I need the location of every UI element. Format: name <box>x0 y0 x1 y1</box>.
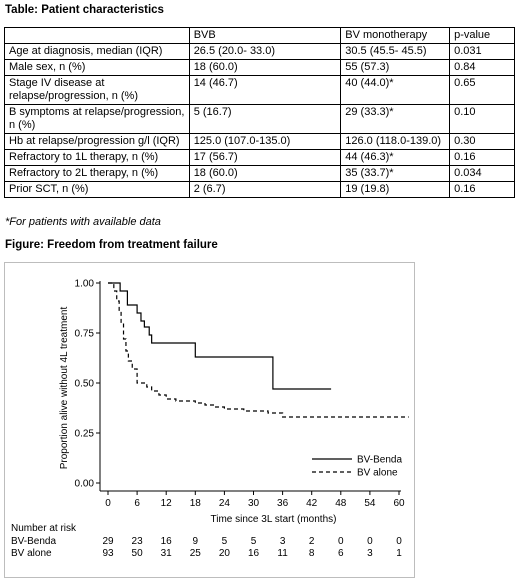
risk-value: 2 <box>309 536 315 547</box>
x-tick-label: 42 <box>306 498 318 509</box>
table-cell: 0.16 <box>449 149 515 166</box>
risk-value: 0 <box>396 536 402 547</box>
figure-title: Figure: Freedom from treatment failure <box>5 239 218 251</box>
table-cell: Age at diagnosis, median (IQR) <box>4 43 190 60</box>
table-row: B symptoms at relapse/progression, n (%)… <box>4 104 515 134</box>
x-tick-label: 6 <box>134 498 140 509</box>
risk-row-name: BV alone <box>11 548 52 559</box>
table-cell: 5 (16.7) <box>188 104 342 134</box>
table-cell: 19 (19.8) <box>340 181 451 198</box>
km-figure: 0 6 12 18 24 30 36 42 48 54 60 0.00 0.25 0.50 0.75 1.00… <box>4 262 415 578</box>
table-cell: 0.031 <box>449 43 515 60</box>
risk-table-label: Number at risk <box>11 523 77 534</box>
risk-value: 16 <box>248 548 260 559</box>
x-tick-label: 36 <box>277 498 289 509</box>
table-cell: Refractory to 1L therapy, n (%) <box>4 149 190 166</box>
table-cell: Hb at relapse/progression g/l (IQR) <box>4 133 190 150</box>
table-cell: B symptoms at relapse/progression, n (%) <box>4 104 190 134</box>
table-cell: 0.034 <box>449 165 515 182</box>
risk-value: 11 <box>277 548 288 559</box>
table-cell: 29 (33.3)* <box>340 104 451 134</box>
y-tick-label: 0.75 <box>75 329 95 340</box>
table-cell: 18 (60.0) <box>188 59 342 76</box>
table-cell: 55 (57.3) <box>340 59 451 76</box>
table-footnote: *For patients with available data <box>5 216 161 228</box>
table-cell: 17 (56.7) <box>188 149 342 166</box>
table-cell: 44 (46.3)* <box>340 149 451 166</box>
table-row: Hb at relapse/progression g/l (IQR) 125.0… <box>4 133 515 150</box>
risk-value: 16 <box>161 536 173 547</box>
y-axis-label: Proportion alive without 4L treatment <box>59 307 70 470</box>
table-row: Prior SCT, n (%) 2 (6.7) 19 (19.8) 0.16 <box>4 181 515 198</box>
x-axis-label: Time since 3L start (months) <box>211 514 337 525</box>
y-tick-label: 0.50 <box>75 379 95 390</box>
table-cell: Male sex, n (%) <box>4 59 190 76</box>
legend-label: BV alone <box>357 468 398 479</box>
risk-value: 6 <box>338 548 344 559</box>
risk-value: 5 <box>222 536 228 547</box>
table-row: Male sex, n (%) 18 (60.0) 55 (57.3) 0.84 <box>4 59 515 76</box>
risk-value: 31 <box>161 548 173 559</box>
bv-alone-curve <box>108 282 409 418</box>
risk-value: 8 <box>309 548 315 559</box>
risk-value: 3 <box>280 536 286 547</box>
risk-value: 50 <box>132 548 144 559</box>
x-tick-label: 0 <box>105 498 111 509</box>
risk-value: 9 <box>193 536 199 547</box>
patient-characteristics-table: BVB BV monotherapy p-value Age at diagnosis… <box>4 27 515 198</box>
risk-value: 20 <box>219 548 231 559</box>
table-cell: 0.16 <box>449 181 515 198</box>
x-tick-label: 24 <box>219 498 231 509</box>
table-cell: 126.0 (118.0-139.0) <box>340 133 451 150</box>
y-tick-label: 1.00 <box>75 279 95 290</box>
table-cell: Stage IV disease at relapse/progression,… <box>4 75 190 105</box>
table-cell: 14 (46.7) <box>188 75 342 105</box>
table-cell: 35 (33.7)* <box>340 165 451 182</box>
table-cell: 30.5 (45.5- 45.5) <box>340 43 451 60</box>
risk-value: 93 <box>102 548 114 559</box>
table-cell: 125.0 (107.0-135.0) <box>188 133 342 150</box>
y-tick-label: 0.25 <box>75 429 95 440</box>
table-row: Stage IV disease at relapse/progression,… <box>4 75 515 105</box>
header-cell: p-value <box>449 27 515 44</box>
table-cell: 2 (6.7) <box>188 181 342 198</box>
header-cell: BV monotherapy <box>340 27 451 44</box>
table-cell: 0.30 <box>449 133 515 150</box>
x-tick-label: 60 <box>393 498 405 509</box>
table-row: Refractory to 1L therapy, n (%) 17 (56.7)… <box>4 149 515 166</box>
table-cell: 26.5 (20.0- 33.0) <box>188 43 342 60</box>
x-tick-label: 30 <box>248 498 260 509</box>
table-cell: Refractory to 2L therapy, n (%) <box>4 165 190 182</box>
table-cell: 0.10 <box>449 104 515 134</box>
risk-value: 29 <box>102 536 114 547</box>
x-tick-label: 12 <box>161 498 173 509</box>
legend-label: BV-Benda <box>357 455 402 466</box>
risk-value: 0 <box>338 536 344 547</box>
x-tick-label: 18 <box>190 498 202 509</box>
risk-value: 5 <box>251 536 257 547</box>
table-cell: Prior SCT, n (%) <box>4 181 190 198</box>
table-title: Table: Patient characteristics <box>5 4 164 16</box>
risk-value: 25 <box>190 548 202 559</box>
table-row: Refractory to 2L therapy, n (%) 18 (60.0)… <box>4 165 515 182</box>
km-chart: 0 6 12 18 24 30 36 42 48 54 600.000.250.500.751.00… <box>11 279 409 559</box>
table-cell: 40 (44.0)* <box>340 75 451 105</box>
table-cell: 18 (60.0) <box>188 165 342 182</box>
header-cell: BVB <box>188 27 342 44</box>
risk-row-name: BV-Benda <box>11 536 56 547</box>
bv-benda-curve <box>108 282 332 390</box>
table-header-row: BVB BV monotherapy p-value <box>4 27 515 44</box>
x-tick-label: 54 <box>364 498 376 509</box>
risk-value: 0 <box>367 536 373 547</box>
header-cell <box>4 27 190 44</box>
table-cell: 0.84 <box>449 59 515 76</box>
table-cell: 0.65 <box>449 75 515 105</box>
risk-value: 23 <box>132 536 144 547</box>
risk-value: 3 <box>367 548 373 559</box>
x-tick-label: 48 <box>335 498 347 509</box>
risk-value: 1 <box>396 548 402 559</box>
y-tick-label: 0.00 <box>75 479 95 490</box>
table-row: Age at diagnosis, median (IQR) 26.5 (20.0… <box>4 43 515 60</box>
